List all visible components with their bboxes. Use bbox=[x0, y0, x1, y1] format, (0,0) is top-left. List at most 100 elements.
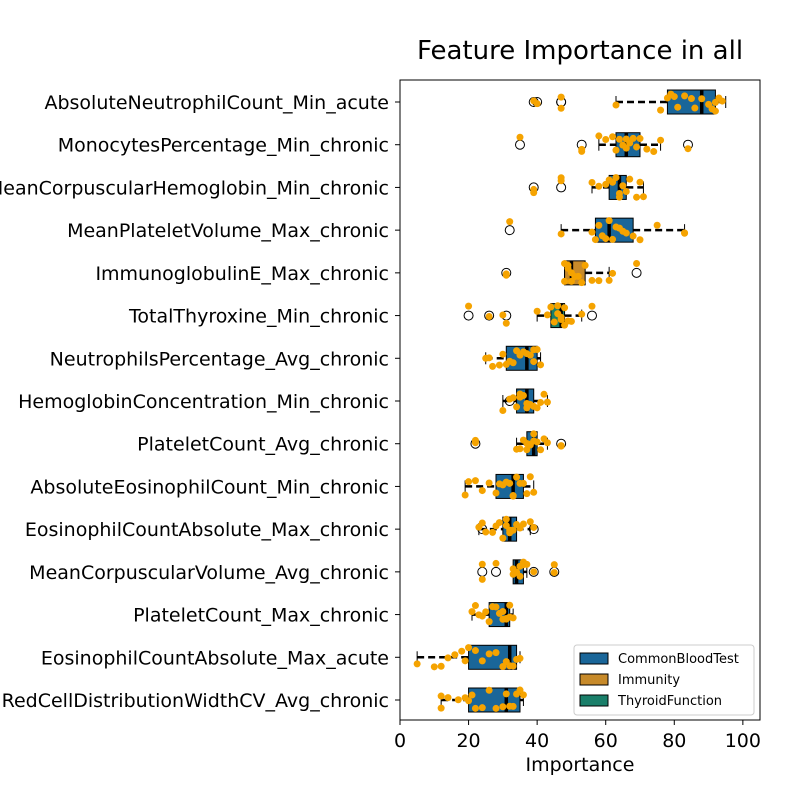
data-point bbox=[519, 691, 527, 699]
data-point bbox=[674, 103, 682, 111]
data-point bbox=[681, 92, 689, 100]
feature-row bbox=[477, 558, 560, 585]
data-point bbox=[533, 100, 541, 108]
data-point bbox=[612, 101, 620, 109]
data-point bbox=[657, 106, 665, 114]
outlier-marker bbox=[631, 267, 642, 278]
data-point bbox=[506, 218, 514, 226]
data-point bbox=[622, 187, 630, 195]
data-point bbox=[554, 302, 562, 310]
data-point bbox=[588, 276, 596, 284]
feature-row bbox=[468, 601, 517, 628]
data-point bbox=[564, 261, 572, 269]
data-point bbox=[636, 135, 644, 143]
outlier-marker bbox=[587, 310, 597, 321]
data-point bbox=[454, 696, 462, 704]
legend-swatch bbox=[579, 652, 609, 665]
data-point bbox=[509, 526, 517, 534]
data-point bbox=[698, 95, 706, 103]
feature-row bbox=[499, 388, 551, 415]
data-point bbox=[495, 361, 503, 369]
data-point bbox=[550, 569, 558, 577]
y-tick-label: AbsoluteNeutrophilCount_Min_acute bbox=[44, 92, 389, 114]
legend-swatch bbox=[579, 694, 609, 707]
data-point bbox=[506, 601, 514, 609]
data-point bbox=[533, 438, 541, 446]
y-tick-label: EosinophilCountAbsolute_Max_acute bbox=[41, 647, 389, 669]
data-point bbox=[711, 107, 719, 115]
data-point bbox=[478, 487, 486, 495]
data-point bbox=[633, 260, 641, 268]
feature-row bbox=[515, 132, 693, 158]
data-point bbox=[509, 394, 517, 402]
data-point bbox=[485, 354, 493, 362]
data-point bbox=[609, 269, 617, 277]
data-point bbox=[581, 261, 589, 269]
x-tick-label: 100 bbox=[725, 730, 761, 752]
data-point bbox=[643, 145, 651, 153]
data-point bbox=[530, 358, 538, 366]
data-point bbox=[461, 491, 469, 499]
data-point bbox=[430, 663, 438, 671]
data-point bbox=[684, 145, 692, 153]
data-point bbox=[478, 657, 486, 665]
data-point bbox=[492, 559, 500, 567]
data-point bbox=[691, 104, 699, 112]
data-point bbox=[588, 178, 596, 186]
feature-row bbox=[475, 515, 539, 542]
data-point bbox=[605, 276, 613, 284]
data-point bbox=[537, 361, 545, 369]
data-point bbox=[516, 133, 524, 141]
data-point bbox=[609, 235, 617, 243]
data-point bbox=[530, 189, 538, 197]
data-point bbox=[687, 95, 695, 103]
data-point bbox=[523, 490, 531, 498]
outlier-marker bbox=[484, 310, 495, 321]
data-point bbox=[465, 644, 473, 652]
data-point bbox=[622, 229, 630, 237]
feature-row bbox=[501, 260, 642, 287]
data-point bbox=[485, 479, 493, 487]
data-point bbox=[495, 519, 503, 527]
data-point bbox=[533, 307, 541, 315]
x-tick-label: 80 bbox=[662, 730, 686, 752]
data-point bbox=[492, 603, 500, 611]
data-point bbox=[468, 608, 476, 616]
data-point bbox=[653, 221, 661, 229]
y-tick-label: MeanCorpuscularVolume_Avg_chronic bbox=[29, 562, 389, 584]
data-point bbox=[478, 560, 486, 568]
data-point bbox=[561, 304, 569, 312]
y-tick-label: MonocytesPercentage_Min_chronic bbox=[58, 135, 389, 157]
data-point bbox=[561, 277, 569, 285]
data-point bbox=[595, 277, 603, 285]
data-point bbox=[578, 310, 586, 318]
feature-row bbox=[413, 644, 524, 671]
data-point bbox=[492, 489, 500, 497]
data-point bbox=[478, 519, 486, 527]
data-point bbox=[639, 193, 647, 201]
data-point bbox=[557, 174, 565, 182]
data-point bbox=[499, 534, 507, 542]
data-point bbox=[519, 479, 527, 487]
data-point bbox=[471, 477, 479, 485]
data-point bbox=[605, 217, 613, 225]
x-tick-label: 60 bbox=[594, 730, 618, 752]
y-tick-label: HemoglobinConcentration_Min_chronic bbox=[18, 391, 389, 413]
data-point bbox=[629, 232, 637, 240]
x-axis-title: Importance bbox=[526, 754, 635, 776]
data-point bbox=[588, 228, 596, 236]
data-point bbox=[615, 193, 623, 201]
plot-frame bbox=[399, 79, 761, 721]
data-point bbox=[482, 608, 490, 616]
data-point bbox=[636, 178, 644, 186]
data-point bbox=[509, 702, 517, 710]
data-point bbox=[526, 473, 534, 481]
data-point bbox=[471, 602, 479, 610]
data-point bbox=[557, 230, 565, 238]
legend-label: ThyroidFunction bbox=[617, 694, 722, 709]
data-point bbox=[499, 407, 507, 415]
data-point bbox=[519, 391, 527, 399]
x-axis: 0 20 40 60 80 100 bbox=[394, 720, 761, 752]
data-point bbox=[537, 398, 545, 406]
data-point bbox=[485, 313, 493, 321]
